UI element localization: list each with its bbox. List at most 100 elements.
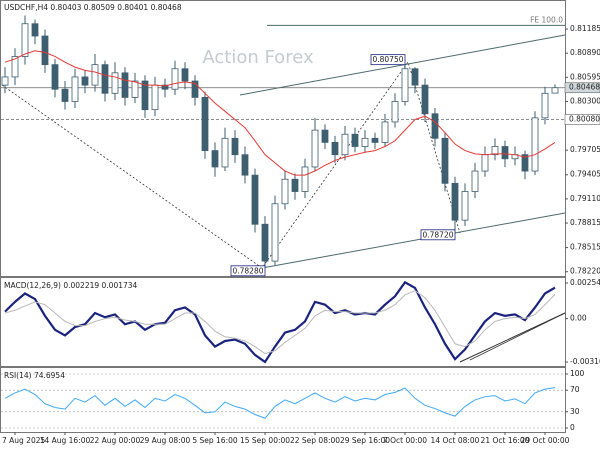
candle-body xyxy=(401,68,409,102)
x-tick-label: 14 Aug 16:00 xyxy=(40,436,91,445)
candle-body xyxy=(21,23,29,57)
y-tick-label: 100 xyxy=(570,369,585,378)
candle-body xyxy=(151,84,159,111)
macd-panel xyxy=(0,277,566,367)
candle-body xyxy=(181,68,189,82)
candle-body xyxy=(551,87,559,94)
candle-body xyxy=(31,23,39,37)
x-tick-label: 29 Oct 00:00 xyxy=(521,436,570,445)
y-tick-label: 0.81185 xyxy=(570,24,600,33)
pivot-label: 0.80750 xyxy=(372,55,403,64)
candle-body xyxy=(391,101,399,123)
y-tick-label: 70 xyxy=(570,385,580,394)
price-level-box xyxy=(564,114,600,125)
rsi-title: RSI(14) 74.6954 xyxy=(4,371,65,380)
pivot-box xyxy=(420,229,456,241)
candle-body xyxy=(521,154,529,172)
candle-body xyxy=(291,178,299,192)
candle-body xyxy=(321,129,329,143)
indicator-line xyxy=(4,290,556,355)
candle-body xyxy=(81,76,89,86)
macd-trendline xyxy=(459,312,566,363)
pivot-box xyxy=(230,265,266,277)
y-tick-label: 0.78220 xyxy=(570,267,600,276)
candle-body xyxy=(301,166,309,192)
y-tick-label: 0.002549 xyxy=(570,278,600,287)
candle-body xyxy=(111,72,119,94)
x-tick-label: 22 Aug 00:00 xyxy=(90,436,141,445)
y-tick-label: 0.80890 xyxy=(570,48,600,57)
candle-body xyxy=(341,133,349,156)
price-level-label: 0.80468 xyxy=(569,83,600,92)
candle-body xyxy=(481,154,489,172)
candle-body xyxy=(271,203,279,262)
candle-body xyxy=(101,64,109,94)
chart-title: USDCHF,H4 0.80403 0.80509 0.80401 0.8046… xyxy=(4,3,182,12)
candle-body xyxy=(531,117,539,172)
candle-body xyxy=(261,223,269,262)
candle-body xyxy=(131,80,139,98)
macd-title: MACD(12,26,9) 0.002219 0.001734 xyxy=(4,281,138,290)
indicator-line xyxy=(4,387,556,419)
x-tick-label: 29 Aug 08:00 xyxy=(140,436,191,445)
candle-body xyxy=(201,96,209,151)
rsi-panel xyxy=(0,367,566,433)
candle-body xyxy=(91,64,99,86)
x-tick-label: 29 Sep 16:00 xyxy=(340,436,390,445)
candle-body xyxy=(471,170,479,192)
candle-body xyxy=(221,137,229,168)
pivot-label: 0.78720 xyxy=(422,230,453,239)
moving-average xyxy=(4,50,556,176)
candle-body xyxy=(361,137,369,147)
x-tick-label: 5 Sep 16:00 xyxy=(192,436,238,445)
price-panel xyxy=(0,0,566,277)
pivot-box xyxy=(370,54,406,66)
candle-body xyxy=(171,68,179,90)
candle-body xyxy=(311,129,319,168)
y-tick-label: 0.80595 xyxy=(570,72,600,81)
candle-body xyxy=(501,146,509,160)
candle-body xyxy=(141,80,149,111)
y-tick-label: -0.003106 xyxy=(570,357,600,366)
candle-body xyxy=(491,146,499,156)
x-tick-label: 7 Aug 2025 xyxy=(2,436,45,445)
macd-trendline xyxy=(469,312,566,361)
channel-lower xyxy=(261,212,566,269)
candle-body xyxy=(71,76,79,102)
x-tick-label: 22 Sep 08:00 xyxy=(290,436,340,445)
candle-body xyxy=(161,84,169,90)
x-tick-label: 7 Oct 00:00 xyxy=(383,436,427,445)
fe-label: FE 100.0 xyxy=(530,15,563,24)
candle-body xyxy=(381,121,389,143)
candle-body xyxy=(331,142,339,156)
candle-body xyxy=(541,92,549,119)
y-tick-label: 30 xyxy=(570,407,580,416)
indicator-line xyxy=(4,280,556,364)
candle-body xyxy=(411,68,419,86)
candle-body xyxy=(461,191,469,221)
y-tick-label: 0.78515 xyxy=(570,243,600,252)
candle-body xyxy=(441,137,449,184)
candle-body xyxy=(61,88,69,102)
candle-body xyxy=(351,133,359,147)
watermark: Action Forex xyxy=(202,47,314,68)
candle-body xyxy=(1,76,9,86)
price-level-box xyxy=(564,82,600,94)
candle-body xyxy=(191,80,199,98)
candle-body xyxy=(41,35,49,66)
y-tick-label: 0.80300 xyxy=(570,96,600,105)
candle-body xyxy=(451,182,459,221)
candle-body xyxy=(121,72,129,98)
pivot-label: 0.78280 xyxy=(232,266,263,275)
x-tick-label: 15 Sep 00:00 xyxy=(240,436,290,445)
swing-lines xyxy=(1,61,461,269)
candle-body xyxy=(431,113,439,139)
candle-body xyxy=(211,150,219,168)
candle-body xyxy=(251,174,259,225)
y-tick-label: 0.78815 xyxy=(570,218,600,227)
y-tick-label: 0.79705 xyxy=(570,145,600,154)
candle-body xyxy=(281,178,289,205)
y-tick-label: 0.79405 xyxy=(570,170,600,179)
candle-body xyxy=(371,137,379,143)
